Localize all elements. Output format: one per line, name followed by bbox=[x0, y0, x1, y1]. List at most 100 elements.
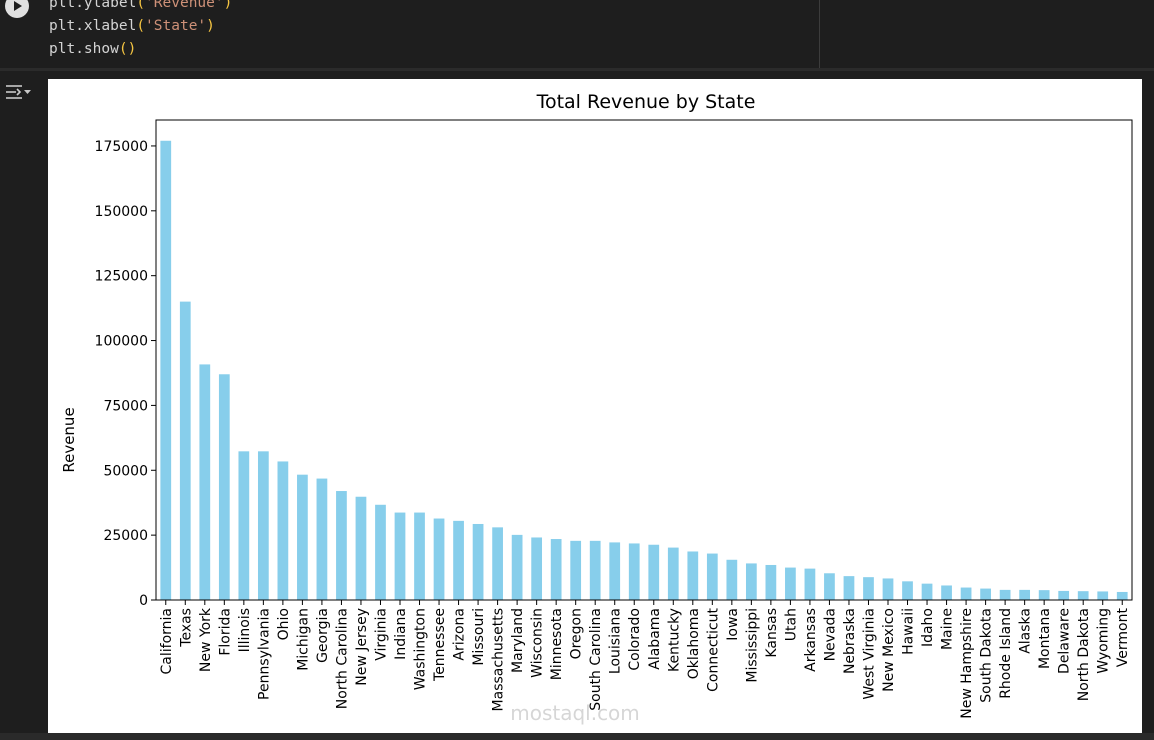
bar-new-york bbox=[199, 364, 211, 600]
x-tick-label: South Dakota bbox=[979, 608, 995, 703]
bar-missouri bbox=[472, 523, 484, 600]
run-cell-button[interactable] bbox=[5, 0, 29, 18]
bar-wisconsin bbox=[531, 537, 543, 600]
y-axis-label: Revenue bbox=[60, 407, 78, 472]
x-tick-label: Maine bbox=[940, 608, 956, 650]
bar-utah bbox=[785, 567, 796, 600]
plot-frame bbox=[155, 119, 1133, 601]
y-tick-label: 75000 bbox=[103, 398, 148, 414]
bar-maine bbox=[941, 585, 952, 600]
bar-texas bbox=[179, 301, 191, 600]
x-tick-label: Oregon bbox=[569, 608, 585, 659]
bar-idaho bbox=[921, 583, 933, 600]
x-tick-label: Maryland bbox=[510, 608, 526, 673]
y-tick-label: 25000 bbox=[103, 528, 148, 544]
x-tick-label: Nebraska bbox=[842, 608, 858, 674]
bar-florida bbox=[218, 374, 230, 600]
bar-pennsylvania bbox=[257, 451, 269, 600]
x-tick-label: New York bbox=[198, 607, 214, 672]
bar-arizona bbox=[453, 520, 464, 600]
x-tick-label: Tennessee bbox=[432, 608, 448, 682]
x-tick-label: Alaska bbox=[1018, 608, 1034, 654]
bar-nevada bbox=[824, 573, 835, 600]
code-line: plt.xlabel('State') bbox=[49, 18, 215, 34]
x-tick-label: Mississippi bbox=[744, 608, 760, 683]
watermark: mostaql.com bbox=[510, 701, 640, 725]
bars bbox=[160, 140, 1128, 600]
x-tick-label: West Virginia bbox=[861, 608, 877, 700]
x-tick-label: Massachusetts bbox=[491, 608, 507, 711]
bar-alaska bbox=[1019, 589, 1031, 600]
code-editor[interactable]: plt.ylabel('Revenue') plt.xlabel('State')… bbox=[49, 0, 232, 61]
x-tick-label: Nevada bbox=[822, 608, 838, 661]
x-tick-label: Arizona bbox=[452, 608, 468, 661]
bar-minnesota bbox=[550, 539, 562, 600]
y-tick-label: 50000 bbox=[103, 463, 148, 479]
x-tick-label: Iowa bbox=[725, 608, 741, 641]
bar-illinois bbox=[238, 451, 250, 600]
y-tick-label: 100000 bbox=[95, 334, 148, 350]
x-tick-label: New Mexico bbox=[881, 608, 897, 692]
output-collapse-icon bbox=[6, 85, 31, 99]
bar-massachusetts bbox=[492, 527, 503, 600]
cell-separator bbox=[0, 68, 1154, 71]
x-tick-label: Delaware bbox=[1057, 608, 1073, 674]
bar-alabama bbox=[648, 544, 660, 600]
bar-hawaii bbox=[902, 581, 913, 600]
bar-california bbox=[160, 140, 172, 600]
bar-delaware bbox=[1058, 590, 1070, 600]
y-tick-label: 150000 bbox=[95, 204, 148, 220]
x-tick-label: Rhode Island bbox=[998, 608, 1014, 699]
x-tick-label: New Hampshire bbox=[959, 608, 975, 719]
bar-nebraska bbox=[843, 576, 855, 600]
bar-south-carolina bbox=[589, 540, 601, 600]
bar-michigan bbox=[297, 474, 308, 600]
bar-kansas bbox=[765, 564, 777, 600]
bar-vermont bbox=[1116, 591, 1128, 600]
x-tick-label: Florida bbox=[217, 608, 233, 656]
x-tick-label: Illinois bbox=[237, 608, 253, 652]
code-cell[interactable]: plt.ylabel('Revenue') plt.xlabel('State')… bbox=[0, 0, 1154, 70]
bar-south-dakota bbox=[980, 588, 991, 600]
x-tick-label: Pennsylvania bbox=[256, 608, 272, 700]
y-tick-label: 125000 bbox=[95, 269, 148, 285]
bar-new-hampshire bbox=[960, 587, 972, 600]
x-tick-label: Hawaii bbox=[901, 608, 917, 655]
x-tick-label: Georgia bbox=[315, 608, 331, 663]
bar-chart: Total Revenue by State Revenue 0 25000 500… bbox=[60, 91, 1133, 725]
x-tick-label: Kentucky bbox=[666, 608, 682, 672]
x-tick-label: Colorado bbox=[627, 608, 643, 671]
play-icon bbox=[14, 1, 22, 11]
x-tick-label: New Jersey bbox=[354, 608, 370, 686]
bar-colorado bbox=[628, 543, 640, 600]
bar-ohio bbox=[277, 461, 289, 600]
x-tick-label: Arkansas bbox=[803, 608, 819, 672]
bar-louisiana bbox=[609, 542, 621, 600]
bar-oregon bbox=[570, 540, 582, 600]
bar-tennessee bbox=[433, 518, 445, 600]
bar-new-mexico bbox=[882, 578, 894, 600]
x-tick-label: Missouri bbox=[471, 608, 487, 666]
bar-indiana bbox=[394, 512, 406, 600]
output-toggle-button[interactable] bbox=[4, 82, 32, 102]
bar-west-virginia bbox=[863, 577, 874, 600]
x-tick-label: North Carolina bbox=[334, 608, 350, 709]
x-axis-ticks: California Texas New York Florida Illinois Pe… bbox=[159, 600, 1131, 719]
bar-iowa bbox=[726, 559, 738, 600]
code-line: plt.ylabel('Revenue') bbox=[49, 0, 233, 11]
x-tick-label: Alabama bbox=[647, 608, 663, 670]
x-tick-label: Idaho bbox=[920, 608, 936, 647]
bottom-strip bbox=[0, 733, 1154, 740]
chart-title: Total Revenue by State bbox=[536, 91, 756, 113]
x-tick-label: Indiana bbox=[393, 608, 409, 660]
y-tick-label: 175000 bbox=[95, 139, 148, 155]
x-tick-label: Oklahoma bbox=[686, 608, 702, 679]
bar-montana bbox=[1038, 590, 1050, 600]
x-tick-label: Washington bbox=[413, 608, 429, 690]
bar-arkansas bbox=[804, 568, 816, 600]
x-tick-label: Virginia bbox=[373, 608, 389, 661]
bar-oklahoma bbox=[687, 551, 699, 600]
y-tick-label: 0 bbox=[139, 593, 148, 609]
bar-maryland bbox=[511, 534, 523, 600]
bar-virginia bbox=[375, 504, 386, 600]
